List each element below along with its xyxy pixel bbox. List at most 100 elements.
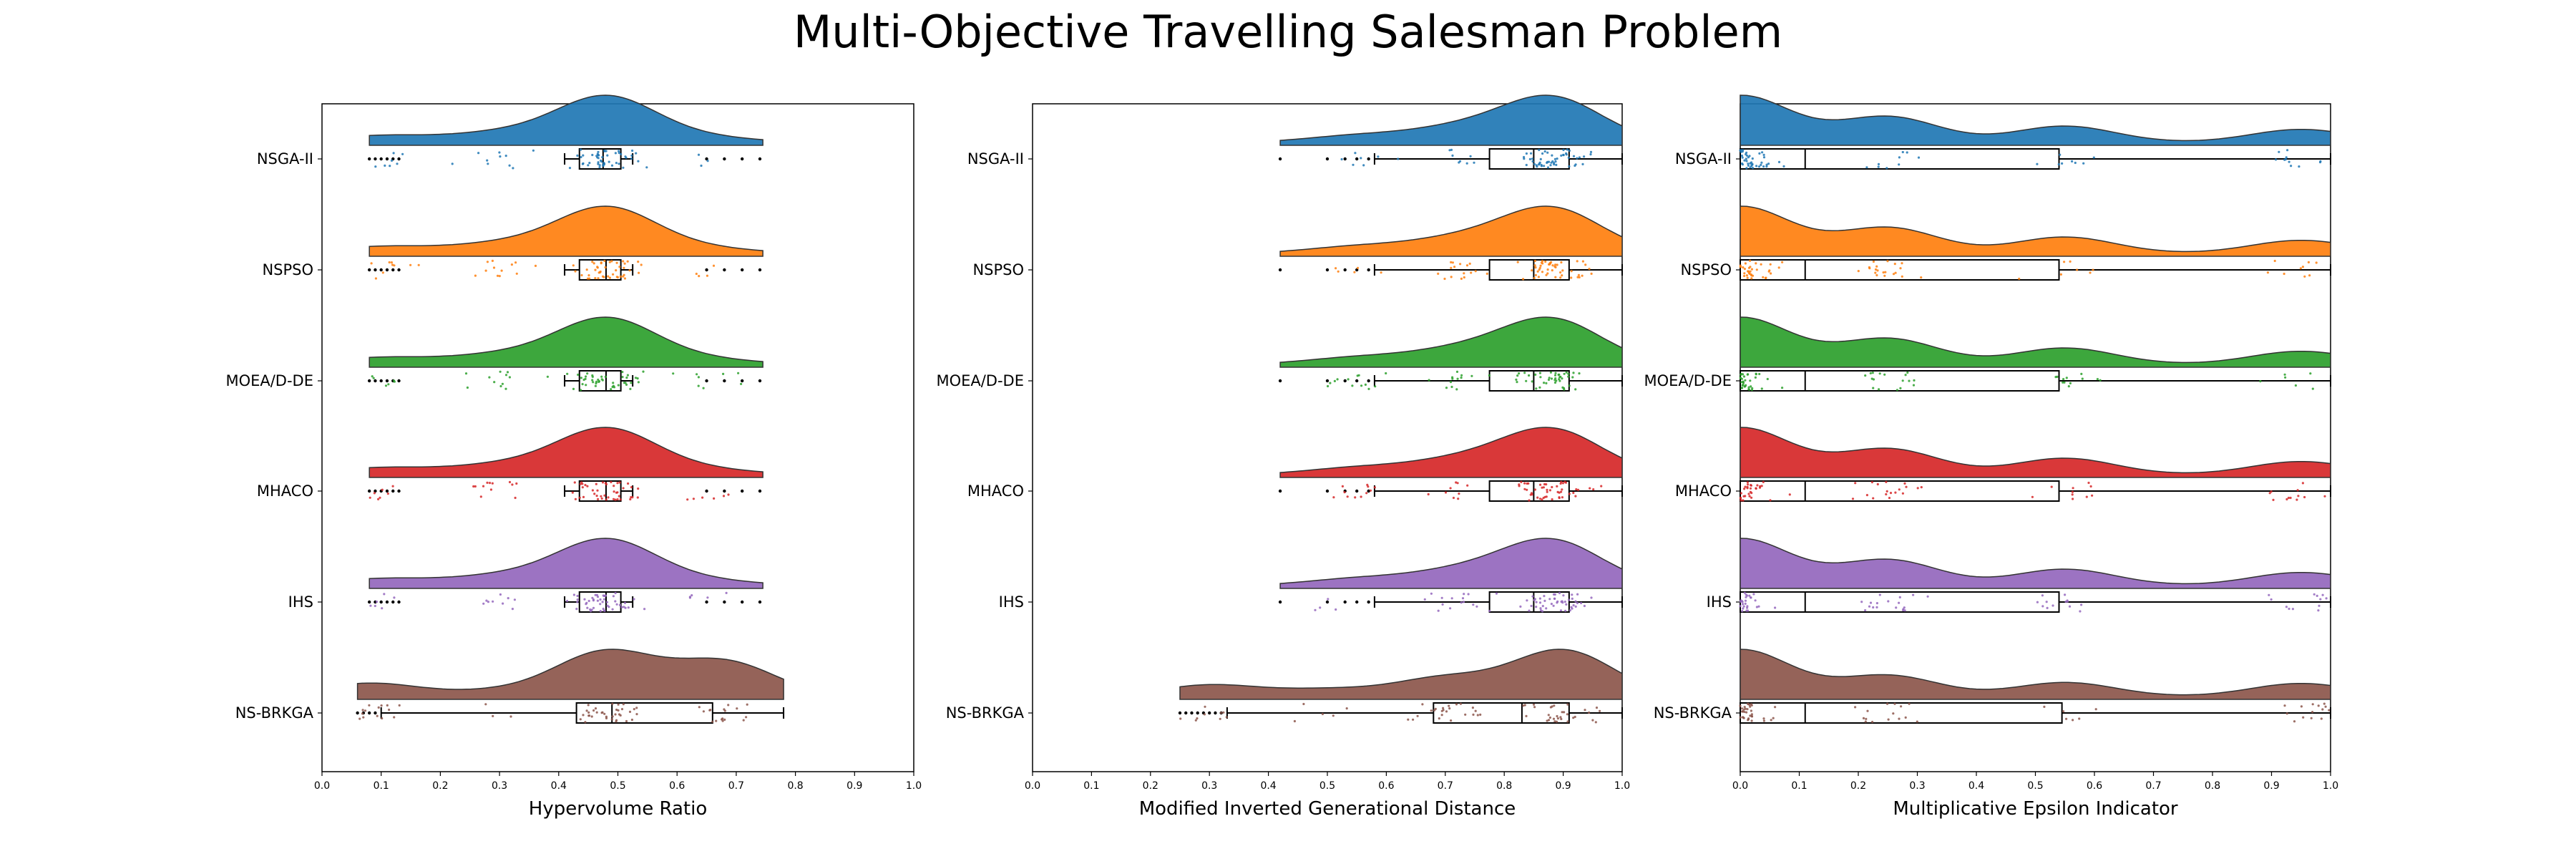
jitter-point [1877, 165, 1880, 168]
jitter-point [1293, 719, 1296, 723]
jitter-point [590, 715, 593, 718]
jitter-point [477, 152, 480, 155]
jitter-point [594, 268, 597, 271]
jitter-point [600, 375, 603, 378]
jitter-point [1560, 261, 1563, 264]
jitter-point [712, 264, 716, 267]
category-label: NSGA-II [967, 150, 1024, 168]
jitter-point [1551, 498, 1553, 501]
jitter-point [596, 152, 599, 155]
jitter-point [597, 498, 600, 501]
jitter-point [2081, 377, 2084, 380]
jitter-point [1747, 162, 1750, 165]
jitter-point [1463, 272, 1465, 275]
jitter-point [602, 165, 605, 168]
jitter-point [591, 153, 594, 157]
jitter-point [486, 159, 489, 162]
jitter-point [578, 496, 581, 499]
jitter-point [1329, 382, 1332, 384]
outlier-point [1367, 489, 1370, 493]
jitter-point [2080, 372, 2083, 376]
jitter-point [1564, 481, 1568, 484]
jitter-point [1767, 270, 1770, 273]
category-label: MHACO [1675, 482, 1732, 500]
jitter-point [566, 599, 569, 603]
jitter-point [1599, 709, 1601, 712]
jitter-point [1580, 601, 1583, 605]
jitter-point [1762, 480, 1765, 484]
jitter-point [509, 715, 512, 718]
jitter-point [2270, 598, 2273, 601]
jitter-point [1765, 276, 1767, 279]
jitter-point [2043, 705, 2046, 709]
outlier-point [379, 379, 383, 383]
outlier-point [1214, 711, 1217, 715]
jitter-point [491, 482, 494, 485]
jitter-point [498, 275, 501, 278]
outlier-point [1325, 600, 1330, 604]
jitter-point [627, 482, 630, 485]
jitter-point [1333, 379, 1336, 383]
iqr-box [1740, 480, 2060, 502]
jitter-point [1314, 608, 1317, 611]
jitter-point [390, 261, 394, 264]
jitter-point [1488, 374, 1491, 377]
jitter-point [607, 275, 610, 278]
jitter-point [1551, 269, 1553, 272]
jitter-point [2294, 384, 2297, 387]
jitter-point [1533, 598, 1536, 602]
jitter-point [1528, 157, 1531, 160]
jitter-point [1437, 272, 1440, 275]
jitter-point [1472, 713, 1475, 717]
jitter-point [631, 496, 634, 499]
jitter-point [1337, 270, 1340, 273]
jitter-point [1750, 268, 1753, 271]
jitter-point [1744, 262, 1747, 265]
jitter-point [2289, 496, 2292, 500]
jitter-point [597, 161, 600, 164]
jitter-point [587, 704, 590, 707]
jitter-point [1774, 706, 1777, 709]
jitter-point [514, 261, 517, 264]
jitter-point [614, 498, 617, 501]
jitter-point [1547, 719, 1551, 722]
jitter-point [464, 372, 468, 375]
jitter-point [1898, 488, 1901, 491]
jitter-point [1575, 488, 1578, 491]
panel-modified-inverted-generational-distance: 0.0 0.1 0.2 0.3 0.4 0.5 0.6 0.7 0.8 0.9 1.0 Modifie… [936, 94, 1630, 820]
jitter-point [601, 156, 604, 159]
jitter-point [484, 269, 487, 272]
jitter-point [1225, 716, 1228, 719]
outlier-point [385, 600, 389, 604]
jitter-point [692, 498, 696, 500]
jitter-point [1552, 604, 1555, 607]
jitter-point [1465, 264, 1469, 267]
jitter-point [1535, 387, 1538, 390]
jitter-point [1892, 273, 1896, 276]
jitter-point [1377, 155, 1380, 158]
jitter-point [1745, 160, 1748, 162]
x-tick-label: 0.1 [1791, 780, 1807, 792]
jitter-point [1539, 376, 1542, 379]
jitter-point [1547, 378, 1551, 382]
jitter-point [1555, 720, 1558, 723]
series-nspso: NSPSO [262, 205, 763, 281]
jitter-point [373, 492, 376, 495]
jitter-point [384, 384, 388, 387]
jitter-point [1535, 601, 1538, 603]
jitter-point [2313, 593, 2316, 596]
jitter-point [2290, 165, 2293, 168]
jitter-point [374, 604, 376, 608]
jitter-point [493, 381, 496, 384]
jitter-point [1762, 165, 1765, 168]
jitter-point [1762, 719, 1765, 722]
jitter-point [612, 595, 615, 598]
jitter-point [1746, 605, 1749, 608]
jitter-point [2283, 373, 2286, 376]
outlier-point [705, 379, 708, 383]
jitter-point [1740, 373, 1742, 377]
jitter-point [1340, 157, 1343, 161]
jitter-point [598, 271, 602, 274]
jitter-point [601, 481, 605, 484]
jitter-point [506, 371, 509, 374]
